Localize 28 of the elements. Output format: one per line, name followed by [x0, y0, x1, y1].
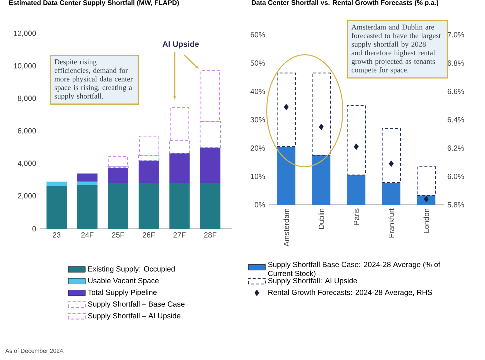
- bar: [77, 174, 98, 182]
- point: [389, 160, 394, 168]
- bar: [417, 166, 436, 196]
- bar: [46, 182, 68, 186]
- bar: [170, 184, 190, 229]
- bar: [108, 156, 128, 167]
- bar: [77, 182, 98, 186]
- bar: [312, 155, 331, 205]
- bar: [138, 160, 160, 184]
- bar: [312, 72, 331, 156]
- point: [424, 196, 429, 203]
- bar: [77, 185, 98, 229]
- bar: [138, 184, 160, 229]
- point: [354, 144, 359, 150]
- bar: [170, 153, 190, 184]
- bar: [108, 184, 128, 229]
- bar: [347, 105, 366, 176]
- point: [284, 104, 289, 110]
- bar: [200, 184, 221, 229]
- bar: [46, 186, 68, 229]
- bar: [200, 148, 221, 184]
- bar: [347, 175, 366, 205]
- bar: [277, 72, 296, 148]
- bar: [382, 128, 401, 184]
- bar: [277, 146, 296, 205]
- point: [319, 124, 324, 130]
- bar: [382, 182, 401, 205]
- bar: [108, 168, 128, 184]
